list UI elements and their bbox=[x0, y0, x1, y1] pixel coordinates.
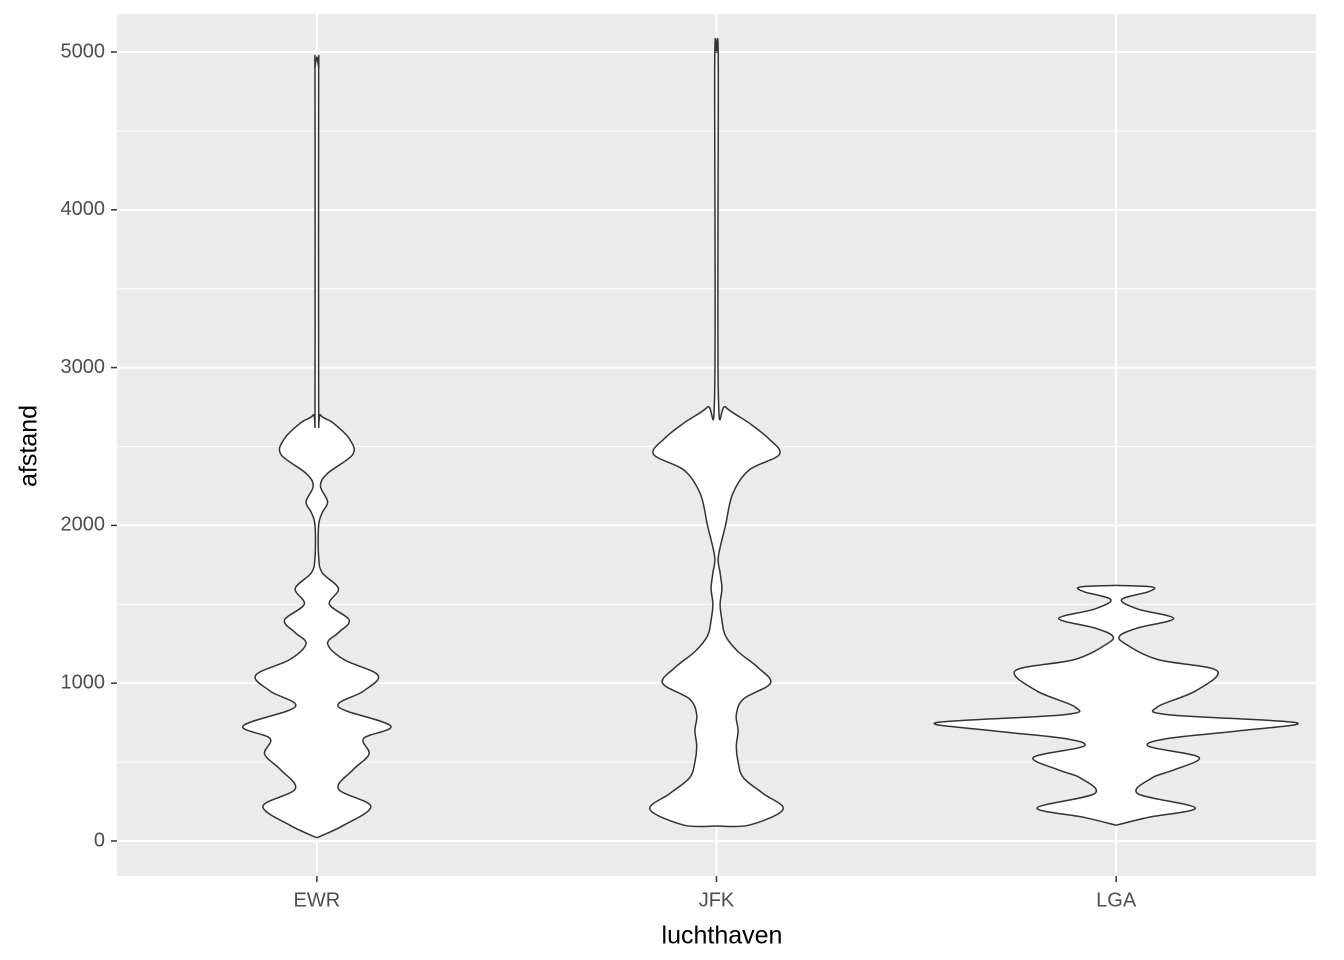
y-tick-label: 0 bbox=[94, 829, 105, 851]
violin-half bbox=[649, 37, 718, 828]
y-tick-label: 2000 bbox=[61, 514, 106, 536]
violin-half bbox=[715, 37, 784, 828]
y-tick-label: 4000 bbox=[61, 198, 106, 220]
violin-half bbox=[933, 584, 1117, 826]
x-tick-label: JFK bbox=[699, 889, 735, 911]
x-tick-label: LGA bbox=[1096, 889, 1137, 911]
y-tick-label: 3000 bbox=[61, 356, 106, 378]
x-axis-title: luchthaven bbox=[662, 922, 783, 950]
y-axis-title: afstand bbox=[15, 405, 43, 487]
y-tick-label: 1000 bbox=[61, 671, 106, 693]
violin-half bbox=[316, 54, 392, 839]
violin-half bbox=[242, 54, 318, 839]
x-tick-label: EWR bbox=[293, 889, 340, 911]
y-tick-label: 5000 bbox=[61, 40, 106, 62]
violin-half bbox=[1115, 584, 1299, 826]
